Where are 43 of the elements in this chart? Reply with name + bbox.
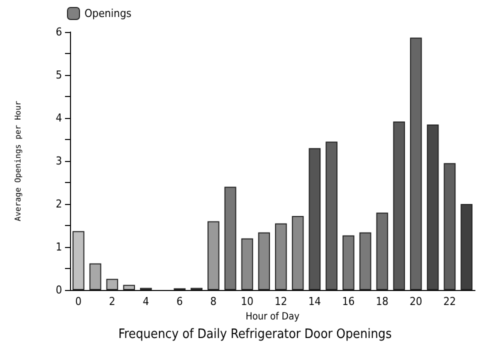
x-tick-label: 0 xyxy=(75,295,82,308)
x-tick-label: 12 xyxy=(274,295,288,308)
x-tick-label: 18 xyxy=(376,295,388,308)
x-tick-label: 10 xyxy=(240,295,254,308)
text: Frequency of Daily Refrigerator Door Openings xyxy=(118,327,392,342)
bar xyxy=(89,263,102,290)
bar xyxy=(342,235,354,290)
bar xyxy=(208,221,220,290)
y-tick-label: 0 xyxy=(56,284,62,296)
bar xyxy=(326,142,338,290)
x-tick-label: 16 xyxy=(342,295,355,308)
x-tick-label: 14 xyxy=(308,295,321,308)
y-tick-label: 4 xyxy=(56,112,62,124)
x-tick-label: 22 xyxy=(443,295,456,308)
bar xyxy=(444,163,456,290)
y-tick-label: 1 xyxy=(56,240,62,254)
y-axis-title: Average Openings per Hour xyxy=(14,100,22,222)
x-axis-title: Hour of Day xyxy=(246,311,300,322)
bar xyxy=(106,278,118,290)
y-tick-label: 6 xyxy=(56,26,62,38)
y-tick-label: 2 xyxy=(56,198,62,210)
bar xyxy=(410,38,422,290)
bar xyxy=(426,124,439,290)
bar xyxy=(393,121,405,290)
legend-label: Openings xyxy=(84,7,132,20)
bar xyxy=(72,231,84,290)
bar xyxy=(258,232,270,290)
bar xyxy=(275,223,287,290)
x-tick-label: 20 xyxy=(410,295,422,308)
x-tick-label: 6 xyxy=(176,295,183,308)
y-tick-label: 3 xyxy=(56,154,62,168)
bar xyxy=(224,186,236,290)
y-tick-label: 5 xyxy=(56,68,62,82)
x-tick-label: 8 xyxy=(210,295,217,308)
bar xyxy=(460,204,472,290)
x-tick-label: 2 xyxy=(109,295,116,308)
bar xyxy=(376,212,388,290)
bar xyxy=(241,238,254,290)
bar xyxy=(308,148,321,290)
x-tick-label: 4 xyxy=(142,295,150,308)
bar xyxy=(292,216,304,290)
bar xyxy=(123,284,135,290)
bar xyxy=(359,232,372,290)
